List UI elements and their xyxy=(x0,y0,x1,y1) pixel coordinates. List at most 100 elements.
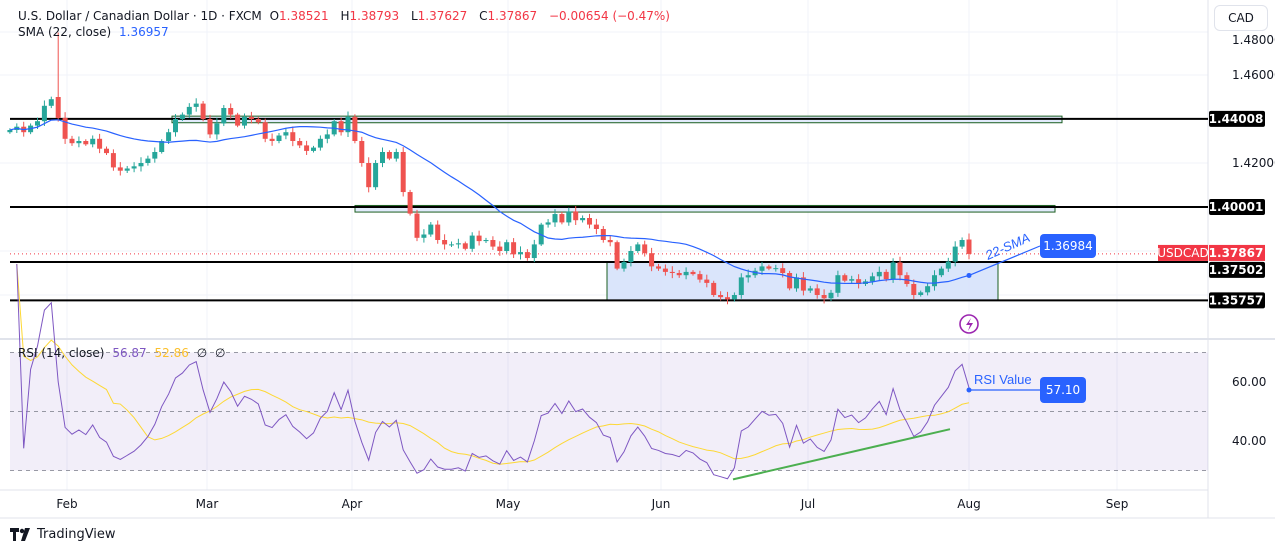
currency-button[interactable]: CAD xyxy=(1214,5,1268,31)
candle-body xyxy=(462,243,468,249)
candle xyxy=(800,272,806,296)
candle xyxy=(821,289,827,304)
candle-body xyxy=(124,168,130,171)
candle-body xyxy=(414,213,420,238)
candle-body xyxy=(159,141,165,152)
candle xyxy=(311,145,316,153)
level-price-label: 1.40001 xyxy=(1209,200,1264,214)
candle-body xyxy=(186,106,192,115)
candle-body xyxy=(352,116,358,141)
candle-body xyxy=(952,246,958,262)
candle xyxy=(614,240,620,271)
candle xyxy=(649,247,655,272)
rsi-extra-2: ∅ xyxy=(214,346,226,360)
candle-body xyxy=(669,271,675,273)
candle-body xyxy=(524,252,530,259)
candle-body xyxy=(179,114,185,119)
candle xyxy=(511,238,517,259)
symbol-title[interactable]: U.S. Dollar / Canadian Dollar · 1D · FXC… xyxy=(18,9,262,23)
candle-body xyxy=(366,163,372,188)
candle-body xyxy=(587,218,592,225)
brand-name: TradingView xyxy=(37,527,116,542)
candle xyxy=(683,267,689,280)
time-tick-label: Feb xyxy=(56,497,77,511)
candle-body xyxy=(656,266,661,269)
candle-body xyxy=(435,224,441,240)
candle xyxy=(221,105,227,127)
sma-value: 1.36957 xyxy=(119,25,169,39)
candle xyxy=(131,162,137,173)
candle xyxy=(428,222,434,237)
candle xyxy=(656,263,661,271)
candle-body xyxy=(138,163,144,167)
candle xyxy=(490,236,496,250)
candle xyxy=(869,272,875,285)
candle-body xyxy=(145,158,151,163)
candle xyxy=(366,157,372,193)
candle xyxy=(573,206,579,225)
candle-body xyxy=(110,153,116,168)
candle-body xyxy=(607,240,613,243)
candle xyxy=(842,273,848,283)
candle-body xyxy=(483,240,489,242)
candle-body xyxy=(173,119,178,133)
lightning-icon[interactable] xyxy=(959,314,979,334)
candle-body xyxy=(255,119,261,123)
candle-body xyxy=(573,211,579,221)
candle-body xyxy=(166,132,172,141)
candle xyxy=(524,249,530,261)
candle xyxy=(373,160,379,190)
candle-body xyxy=(835,275,841,293)
level-price-tag xyxy=(1209,292,1265,309)
rsi-annotation-text: RSI Value xyxy=(974,372,1032,387)
high-value: 1.38793 xyxy=(349,9,400,23)
sma-legend[interactable]: SMA (22, close) 1.36957 xyxy=(18,25,173,39)
candle-body xyxy=(76,141,82,144)
candle-body xyxy=(55,97,61,118)
time-tick-label: Jul xyxy=(800,497,815,511)
rsi-legend[interactable]: RSI (14, close) 56.87 52.86 ∅ ∅ xyxy=(18,346,229,360)
candle-body xyxy=(745,275,751,278)
candle xyxy=(932,270,937,291)
candle-body xyxy=(642,244,648,254)
candle-body xyxy=(683,271,689,276)
candle-body xyxy=(469,235,475,249)
candle xyxy=(897,256,903,281)
close-label: C xyxy=(479,9,488,23)
candle xyxy=(559,211,565,225)
candle xyxy=(262,118,268,143)
candle xyxy=(794,273,799,292)
candle xyxy=(83,139,89,146)
symbol-legend: U.S. Dollar / Canadian Dollar · 1D · FXC… xyxy=(18,9,674,23)
candle xyxy=(918,290,924,297)
candle-body xyxy=(207,119,213,135)
candle-body xyxy=(945,261,951,269)
candle xyxy=(48,96,54,109)
candle xyxy=(600,226,606,243)
candle xyxy=(338,117,344,136)
tradingview-logo[interactable]: TradingView xyxy=(10,527,116,542)
candle xyxy=(421,229,427,243)
candle-body xyxy=(731,295,737,300)
candle xyxy=(304,140,310,155)
candle xyxy=(117,162,123,176)
open-label: O xyxy=(269,9,280,23)
candle xyxy=(124,165,130,173)
rsi-trendline xyxy=(732,428,951,481)
candle xyxy=(104,146,109,156)
candle-body xyxy=(938,268,944,276)
rsi-value: 56.87 xyxy=(112,346,147,360)
candle-body xyxy=(248,116,254,119)
candle xyxy=(462,241,468,251)
candle xyxy=(731,292,737,302)
candle-body xyxy=(842,275,848,281)
candle-body xyxy=(662,268,668,272)
candle xyxy=(676,270,682,278)
candle-body xyxy=(455,243,461,245)
candle-body xyxy=(476,235,482,242)
candle xyxy=(738,273,744,299)
candle xyxy=(580,215,586,223)
candle-body xyxy=(966,239,972,254)
candle xyxy=(952,241,958,267)
